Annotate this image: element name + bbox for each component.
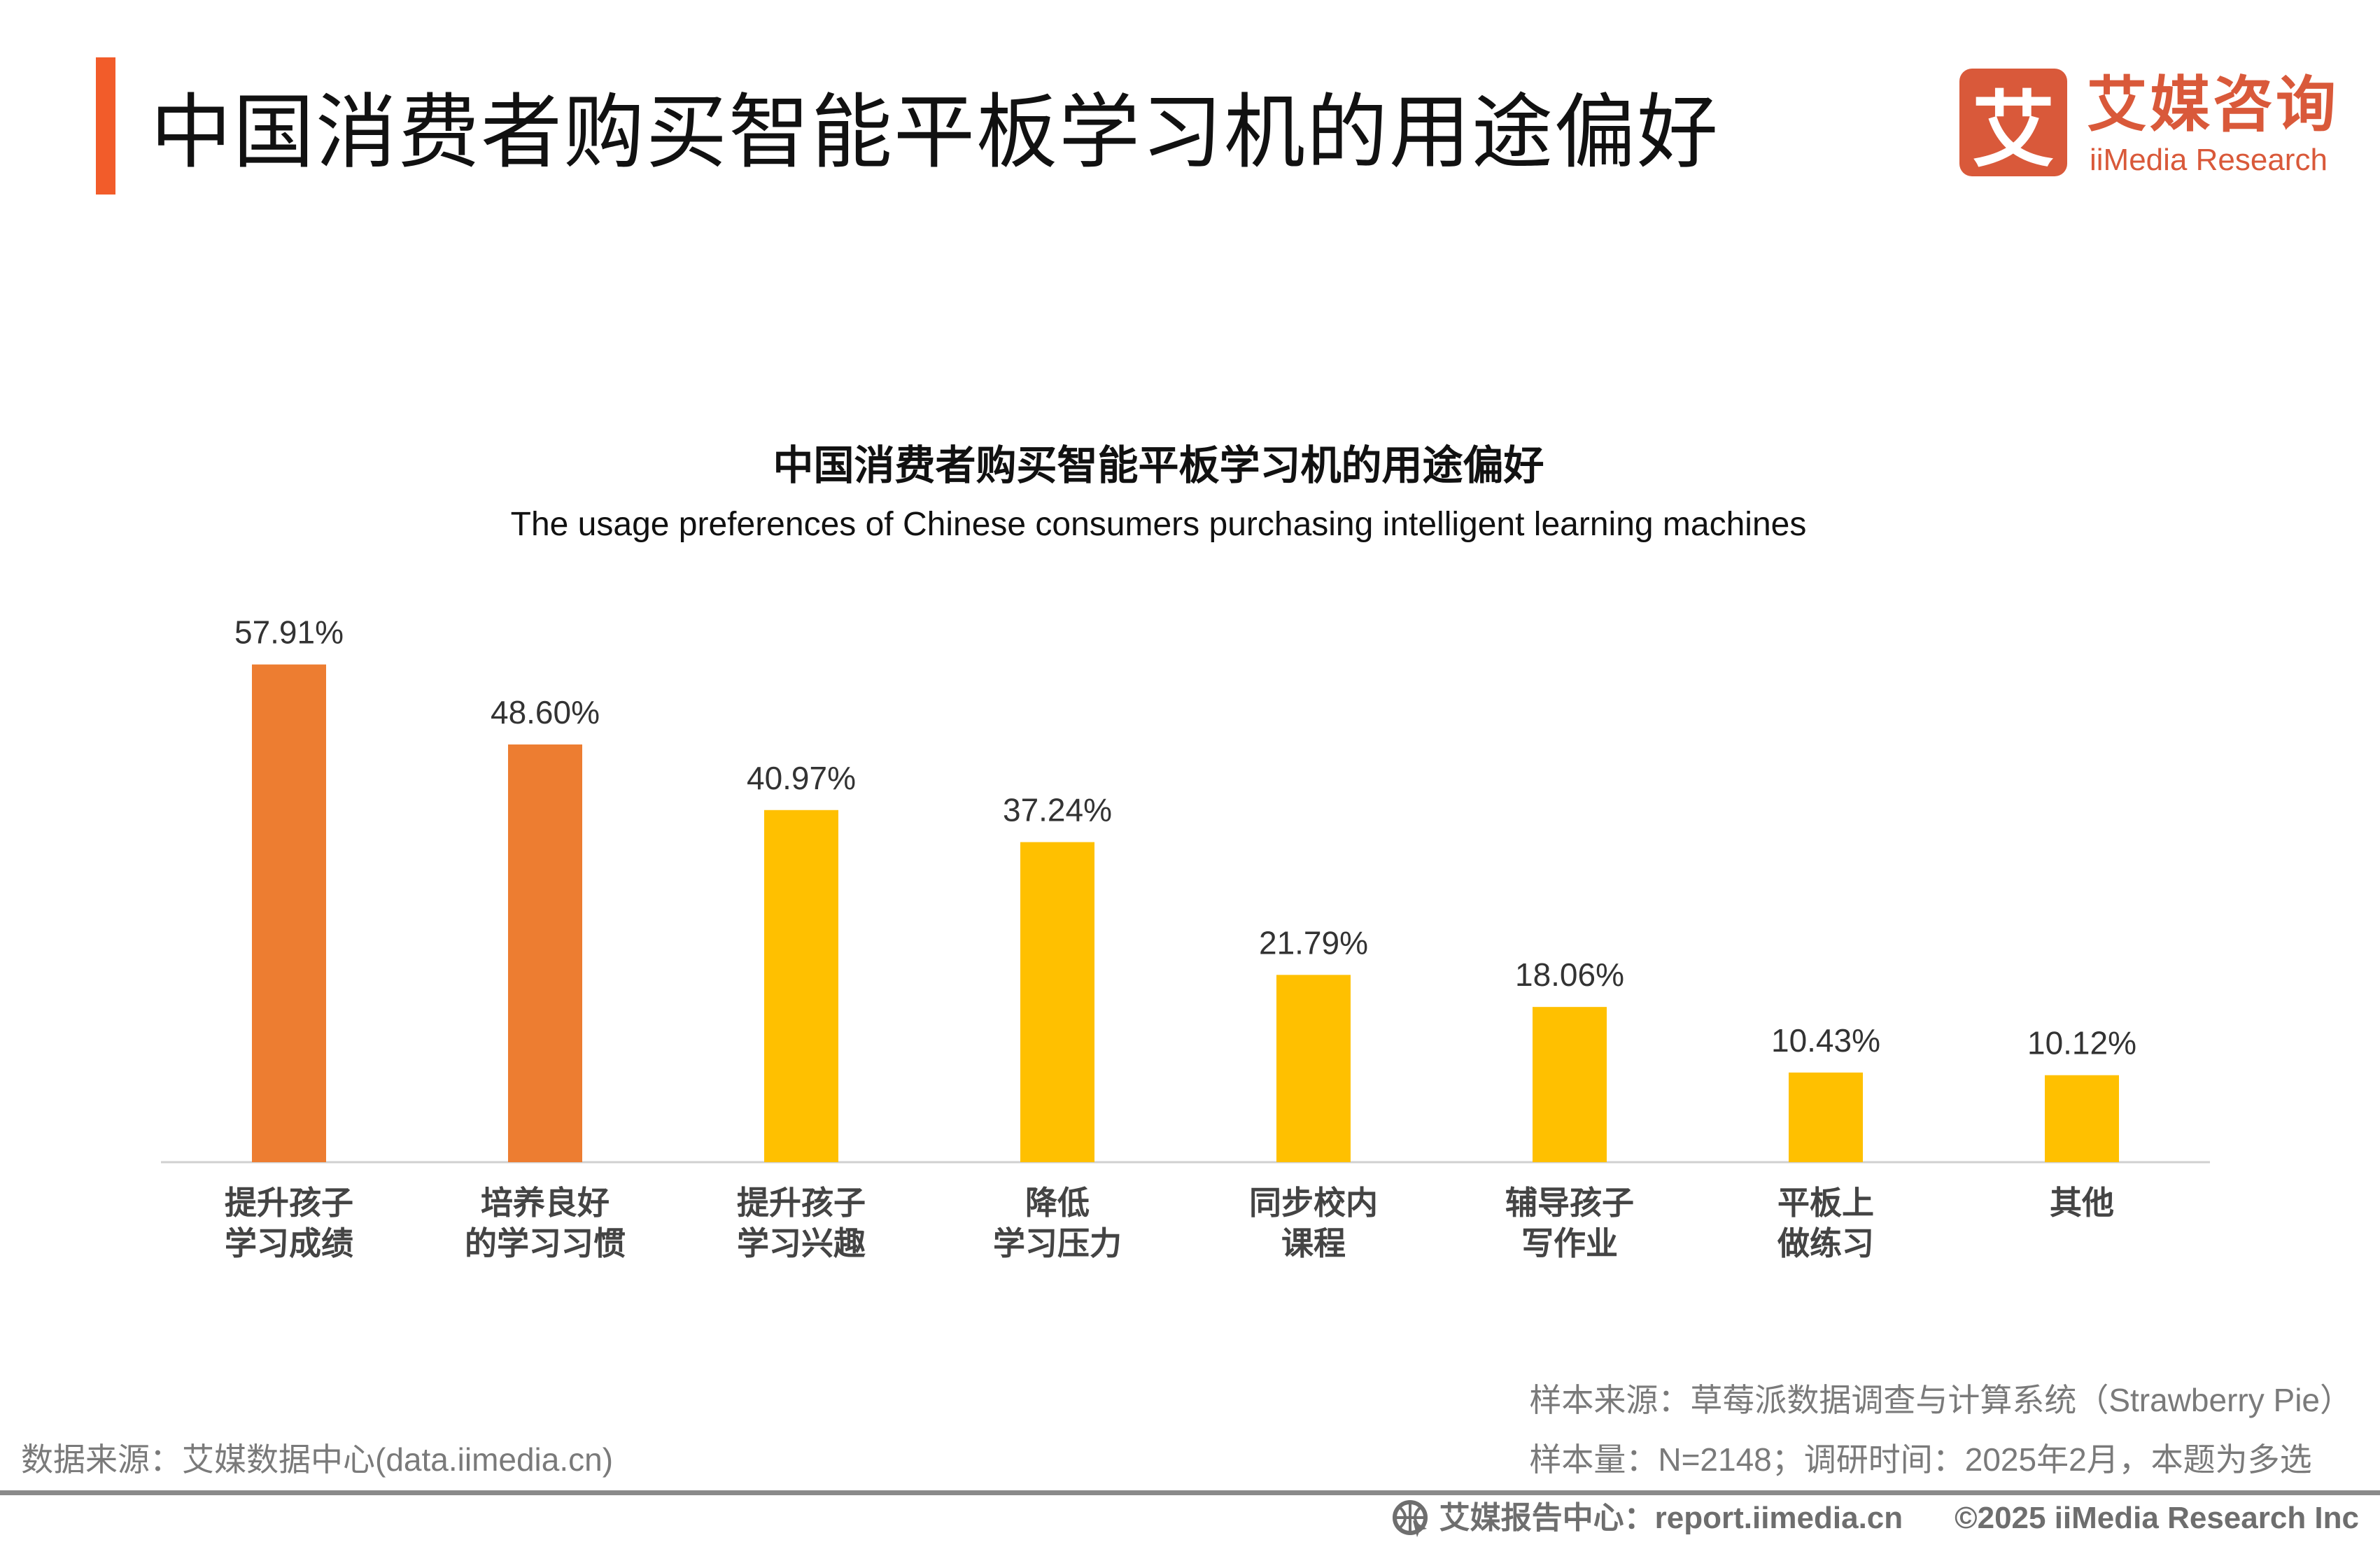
bar-value-label: 40.97% xyxy=(747,760,856,796)
report-center-link[interactable]: 艾媒报告中心：report.iimedia.cn xyxy=(1439,1501,1903,1535)
sample-info: 样本量：N=2148；调研时间：2025年2月，本题为多选 xyxy=(1529,1441,2312,1478)
chart-subtitle: The usage preferences of Chinese consume… xyxy=(510,506,1807,543)
data-source: 数据来源：艾媒数据中心(data.iimedia.cn) xyxy=(21,1441,614,1478)
category-label: 同步校内 课程 xyxy=(1249,1184,1378,1262)
bar-value-label: 10.43% xyxy=(1771,1022,1880,1059)
globe-icon xyxy=(1392,1500,1428,1537)
title-accent-bar xyxy=(96,57,115,195)
category-label: 降低 学习压力 xyxy=(993,1184,1122,1262)
bar xyxy=(1276,975,1351,1162)
category-label: 辅导孩子 写作业 xyxy=(1505,1184,1634,1262)
page-title: 中国消费者购买智能平板学习机的用途偏好 xyxy=(150,85,1719,180)
bar xyxy=(1533,1007,1607,1162)
bar-value-label: 48.60% xyxy=(491,694,600,730)
sample-source: 样本来源：草莓派数据调查与计算系统（Strawberry Pie） xyxy=(1529,1382,2352,1418)
bar xyxy=(2045,1075,2119,1162)
sample-notes: 样本来源：草莓派数据调查与计算系统（Strawberry Pie） 样本量：N=… xyxy=(1529,1380,2352,1499)
bar-value-label: 21.79% xyxy=(1259,924,1368,961)
logo-name-en: iiMedia Research xyxy=(2090,143,2328,177)
bar-value-label: 57.91% xyxy=(234,614,344,651)
bar xyxy=(1789,1072,1863,1162)
category-label: 其他 xyxy=(2050,1184,2114,1222)
footer-bottom: 艾媒报告中心：report.iimedia.cn ©2025 iiMedia R… xyxy=(1392,1497,2359,1539)
bar-value-label: 10.12% xyxy=(2027,1025,2136,1061)
bar-value-label: 37.24% xyxy=(1003,792,1112,828)
category-label: 平板上 做练习 xyxy=(1777,1184,1874,1262)
category-label: 提升孩子 学习兴趣 xyxy=(737,1184,866,1262)
chart-title: 中国消费者购买智能平板学习机的用途偏好 xyxy=(773,442,1544,489)
bar xyxy=(1020,842,1094,1162)
bar xyxy=(252,664,326,1162)
category-label: 提升孩子 学习成绩 xyxy=(225,1184,353,1262)
copyright: ©2025 iiMedia Research Inc xyxy=(1955,1501,2359,1535)
footer-divider xyxy=(0,1490,2380,1495)
bar-value-label: 18.06% xyxy=(1515,956,1624,993)
bar xyxy=(764,810,838,1162)
bar xyxy=(508,744,582,1162)
logo-mark: 艾 xyxy=(1959,69,2067,178)
logo-name-cn: 艾媒咨询 xyxy=(2087,70,2339,140)
category-label: 培养良好 的学习习惯 xyxy=(465,1184,626,1262)
